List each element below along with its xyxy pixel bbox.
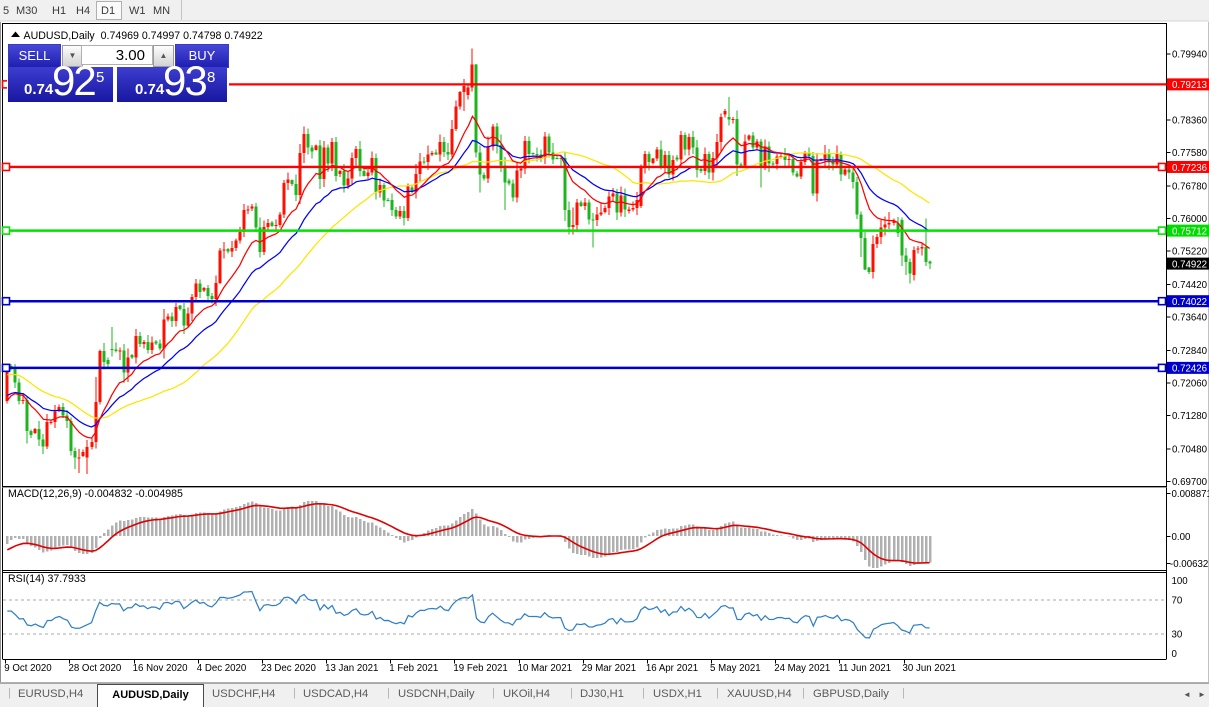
svg-text:0.79940: 0.79940	[1172, 50, 1208, 61]
svg-text:0.73640: 0.73640	[1172, 313, 1208, 324]
svg-text:MACD(12,26,9) -0.004832 -0.004: MACD(12,26,9) -0.004832 -0.004985	[8, 488, 183, 500]
svg-text:0: 0	[1172, 649, 1178, 660]
svg-text:0.78360: 0.78360	[1172, 116, 1208, 127]
svg-text:28 Oct 2020: 28 Oct 2020	[68, 663, 121, 674]
svg-text:11 Jun 2021: 11 Jun 2021	[838, 663, 891, 674]
svg-text:70: 70	[1172, 596, 1183, 607]
svg-text:-0.00632: -0.00632	[1170, 559, 1208, 570]
svg-text:0.74420: 0.74420	[1172, 280, 1208, 291]
svg-text:0.70480: 0.70480	[1172, 445, 1208, 456]
svg-text:0.00: 0.00	[1172, 532, 1191, 543]
svg-text:0.77236: 0.77236	[1172, 163, 1207, 174]
svg-text:13 Jan 2021: 13 Jan 2021	[325, 663, 378, 674]
svg-text:24 May 2021: 24 May 2021	[774, 663, 830, 674]
svg-text:W1: W1	[129, 5, 146, 17]
svg-text:29 Mar 2021: 29 Mar 2021	[582, 663, 636, 674]
svg-text:H4: H4	[76, 5, 90, 17]
svg-text:RSI(14) 37.7933: RSI(14) 37.7933	[8, 573, 86, 585]
svg-text:D1: D1	[101, 5, 115, 17]
svg-text:0.72060: 0.72060	[1172, 379, 1208, 390]
svg-text:0.76780: 0.76780	[1172, 182, 1208, 193]
svg-text:9 Oct 2020: 9 Oct 2020	[4, 663, 52, 674]
svg-text:16 Apr 2021: 16 Apr 2021	[646, 663, 698, 674]
svg-text:100: 100	[1172, 576, 1189, 587]
svg-text:0.76000: 0.76000	[1172, 214, 1208, 225]
svg-text:23 Dec 2020: 23 Dec 2020	[261, 663, 317, 674]
svg-text:0.008871: 0.008871	[1172, 489, 1209, 500]
svg-text:0.77580: 0.77580	[1172, 148, 1208, 159]
svg-text:M30: M30	[16, 5, 37, 17]
svg-text:5: 5	[3, 5, 9, 17]
svg-text:19 Feb 2021: 19 Feb 2021	[453, 663, 507, 674]
svg-text:30 Jun 2021: 30 Jun 2021	[903, 663, 956, 674]
svg-text:1 Feb 2021: 1 Feb 2021	[389, 663, 438, 674]
svg-text:0.72426: 0.72426	[1172, 364, 1207, 375]
svg-text:30: 30	[1172, 630, 1183, 641]
svg-text:0.69700: 0.69700	[1172, 477, 1208, 488]
svg-text:0.74022: 0.74022	[1172, 297, 1207, 308]
svg-text:4 Dec 2020: 4 Dec 2020	[197, 663, 247, 674]
svg-text:5 May 2021: 5 May 2021	[710, 663, 761, 674]
svg-text:0.71280: 0.71280	[1172, 411, 1208, 422]
svg-text:0.75712: 0.75712	[1172, 226, 1207, 237]
svg-text:0.72840: 0.72840	[1172, 346, 1208, 357]
svg-text:H1: H1	[52, 5, 66, 17]
svg-text:0.74922: 0.74922	[1172, 259, 1207, 270]
svg-text:10 Mar 2021: 10 Mar 2021	[518, 663, 572, 674]
svg-text:16 Nov 2020: 16 Nov 2020	[133, 663, 189, 674]
svg-text:AUDUSD,Daily 0.74969 0.74997: AUDUSD,Daily 0.74969 0.74997 0.74798 0.7…	[24, 30, 263, 42]
svg-text:0.75220: 0.75220	[1172, 247, 1208, 258]
svg-text:MN: MN	[153, 5, 170, 17]
svg-text:0.79213: 0.79213	[1172, 80, 1207, 91]
